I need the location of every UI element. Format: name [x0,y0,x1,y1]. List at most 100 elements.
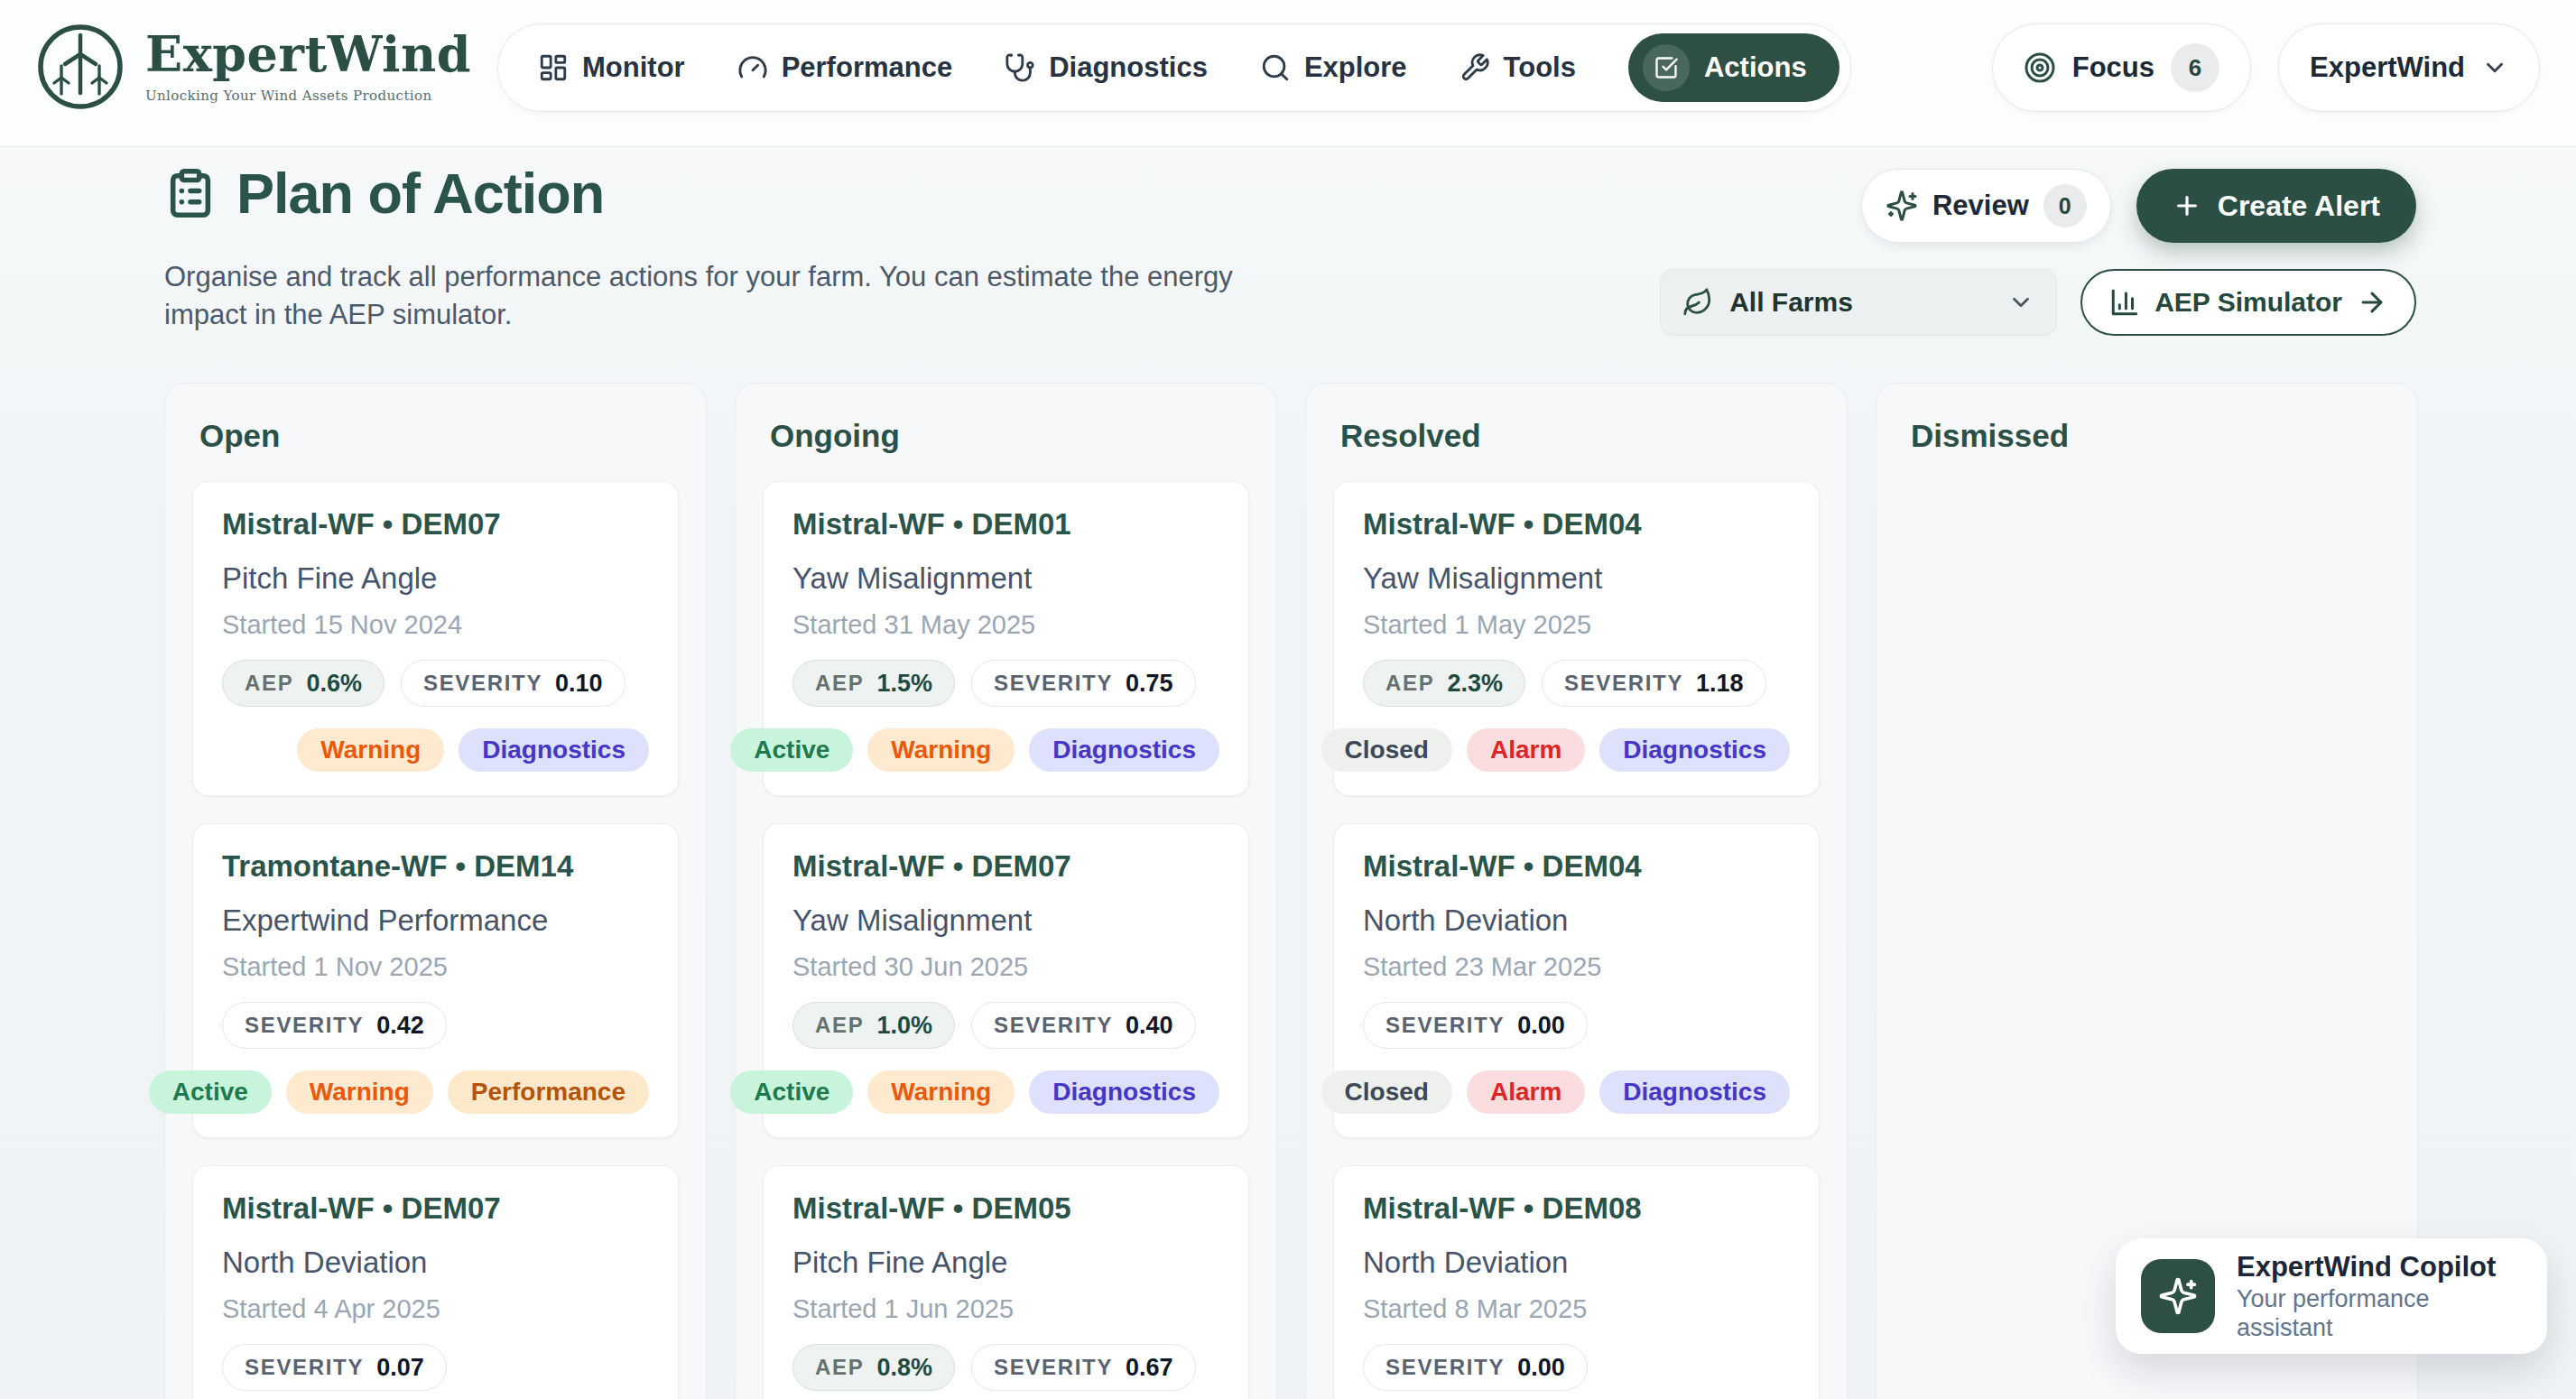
severity-value: 0.75 [1126,670,1173,698]
main-navigation: Monitor Performance Diagnostics Explore … [497,23,1851,112]
tag-diagnostics: Diagnostics [459,728,649,772]
aep-stat-pill: AEP 2.3% [1363,660,1525,707]
severity-label: SEVERITY [423,671,542,696]
focus-button[interactable]: Focus 6 [1992,23,2251,112]
aep-simulator-label: AEP Simulator [2154,287,2342,318]
card-tags-row: ActiveWarningDiagnostics [792,728,1219,772]
severity-stat-pill: SEVERITY 0.67 [971,1344,1196,1391]
card-issue-name: Yaw Misalignment [792,903,1219,938]
card-stats-row: SEVERITY 0.00 [1363,1344,1790,1391]
tag-warning: Warning [867,1070,1015,1114]
card-start-date: Started 31 May 2025 [792,610,1219,640]
card-issue-name: Yaw Misalignment [792,561,1219,596]
aep-value: 0.8% [876,1354,932,1382]
card-stats-row: AEP 1.0% SEVERITY 0.40 [792,1002,1219,1049]
severity-value: 0.10 [555,670,603,698]
create-alert-label: Create Alert [2218,190,2380,223]
brand-text: ExpertWind Unlocking Your Wind Assets Pr… [145,30,471,104]
aep-label: AEP [245,671,293,696]
card-turbine-title: Mistral-WF • DEM07 [792,849,1219,884]
severity-stat-pill: SEVERITY 0.00 [1363,1002,1588,1049]
card-turbine-title: Mistral-WF • DEM01 [792,507,1219,542]
card-turbine-title: Tramontane-WF • DEM14 [222,849,649,884]
brand-name: ExpertWind [145,30,471,79]
card-tags-row: ActiveWarningPerformance [222,1070,649,1114]
focus-count-badge: 6 [2171,43,2219,92]
card-turbine-title: Mistral-WF • DEM08 [1363,1191,1790,1226]
tag-closed: Closed [1321,728,1452,772]
card-issue-name: North Deviation [222,1246,649,1280]
target-icon [2024,51,2056,84]
farm-filter-select[interactable]: All Farms [1660,269,2057,336]
bar-chart-icon [2109,287,2140,318]
card-start-date: Started 23 Mar 2025 [1363,952,1790,982]
board-column-ongoing: Ongoing Mistral-WF • DEM01 Yaw Misalignm… [735,383,1277,1399]
card-start-date: Started 30 Jun 2025 [792,952,1219,982]
card-issue-name: North Deviation [1363,1246,1790,1280]
copilot-widget[interactable]: ExpertWind Copilot Your performance assi… [2116,1238,2547,1354]
aep-simulator-button[interactable]: AEP Simulator [2080,269,2416,336]
nav-item-label: Performance [782,51,953,84]
nav-item-actions[interactable]: Actions [1628,33,1839,102]
severity-value: 0.67 [1126,1354,1173,1382]
copilot-title: ExpertWind Copilot [2237,1250,2522,1284]
create-alert-button[interactable]: Create Alert [2136,169,2416,243]
action-card[interactable]: Mistral-WF • DEM04 North Deviation Start… [1333,823,1820,1138]
aep-value: 2.3% [1447,670,1503,698]
action-card[interactable]: Mistral-WF • DEM04 Yaw Misalignment Star… [1333,481,1820,796]
severity-label: SEVERITY [245,1013,364,1038]
aep-value: 0.6% [306,670,362,698]
nav-item-monitor[interactable]: Monitor [538,51,685,84]
tag-diagnostics: Diagnostics [1029,728,1219,772]
tag-warning: Warning [297,728,444,772]
brand-tagline: Unlocking Your Wind Assets Production [145,88,471,104]
review-button[interactable]: Review 0 [1861,169,2111,243]
action-card[interactable]: Mistral-WF • DEM07 North Deviation Start… [192,1165,679,1399]
nav-item-label: Actions [1704,51,1807,84]
action-card[interactable]: Mistral-WF • DEM08 North Deviation Start… [1333,1165,1820,1399]
severity-label: SEVERITY [994,1013,1113,1038]
nav-item-tools[interactable]: Tools [1459,51,1576,84]
review-count-badge: 0 [2043,184,2087,227]
tag-diagnostics: Diagnostics [1029,1070,1219,1114]
kanban-board: Open Mistral-WF • DEM07 Pitch Fine Angle… [164,383,2418,1399]
action-card[interactable]: Mistral-WF • DEM07 Yaw Misalignment Star… [763,823,1249,1138]
action-card[interactable]: Mistral-WF • DEM01 Yaw Misalignment Star… [763,481,1249,796]
brand-logo[interactable]: ExpertWind Unlocking Your Wind Assets Pr… [35,22,471,112]
plus-icon [2173,191,2201,220]
action-card[interactable]: Mistral-WF • DEM07 Pitch Fine Angle Star… [192,481,679,796]
page-heading: Plan of Action [164,161,604,226]
page-title: Plan of Action [236,161,604,226]
focus-label: Focus [2072,51,2154,84]
aep-stat-pill: AEP 0.6% [222,660,385,707]
severity-label: SEVERITY [994,1355,1113,1380]
nav-item-label: Diagnostics [1049,51,1208,84]
severity-value: 0.00 [1517,1012,1565,1040]
tag-diagnostics: Diagnostics [1599,1070,1790,1114]
nav-item-diagnostics[interactable]: Diagnostics [1005,51,1208,84]
chevron-down-icon [2007,289,2034,316]
aep-label: AEP [815,1355,864,1380]
tag-diagnostics: Diagnostics [1599,728,1790,772]
nav-item-explore[interactable]: Explore [1260,51,1407,84]
board-column-resolved: Resolved Mistral-WF • DEM04 Yaw Misalign… [1305,383,1848,1399]
wrench-icon [1459,52,1490,83]
tag-alarm: Alarm [1467,728,1585,772]
card-stats-row: AEP 2.3% SEVERITY 1.18 [1363,660,1790,707]
aep-label: AEP [1385,671,1434,696]
aep-value: 1.0% [876,1012,932,1040]
card-start-date: Started 1 Nov 2025 [222,952,649,982]
action-card[interactable]: Mistral-WF • DEM05 Pitch Fine Angle Star… [763,1165,1249,1399]
account-menu-button[interactable]: ExpertWind [2278,23,2540,112]
search-icon [1260,52,1291,83]
card-stats-row: AEP 0.8% SEVERITY 0.67 [792,1344,1219,1391]
column-title: Ongoing [770,418,1249,454]
card-issue-name: North Deviation [1363,903,1790,938]
aep-stat-pill: AEP 1.5% [792,660,955,707]
plan-of-action-page: { "brand": { "name": "ExpertWind", "tagl… [0,0,2576,1399]
nav-item-performance[interactable]: Performance [737,51,953,84]
card-turbine-title: Mistral-WF • DEM07 [222,507,649,542]
action-card[interactable]: Tramontane-WF • DEM14 Expertwind Perform… [192,823,679,1138]
account-label: ExpertWind [2310,51,2465,84]
arrow-right-icon [2357,287,2387,318]
